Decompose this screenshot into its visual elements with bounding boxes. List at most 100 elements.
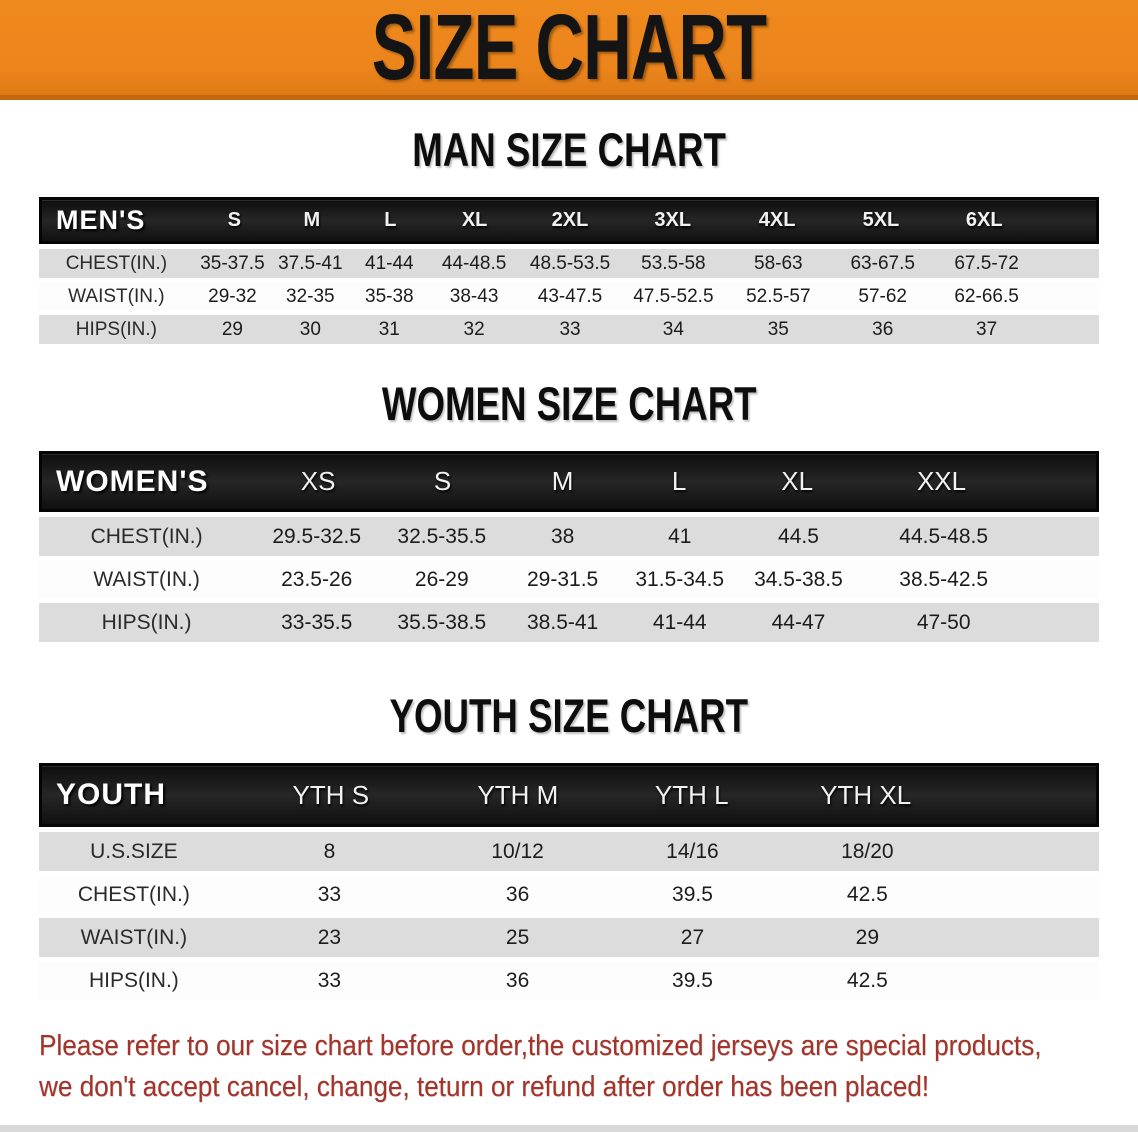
size-column-header: M [551, 466, 574, 496]
value-cell: 31 [378, 318, 400, 340]
row-label: WAIST(IN.) [80, 925, 188, 949]
value-cell: 52.5-57 [746, 285, 811, 307]
size-column-header: YTH S [292, 779, 370, 810]
value-cell: 47.5-52.5 [633, 285, 714, 307]
value-cell: 27 [680, 925, 705, 949]
size-column-header: YTH L [654, 779, 729, 810]
value-cell: 38-43 [449, 285, 499, 307]
value-cell: 33 [559, 318, 581, 340]
value-cell: 35-37.5 [200, 252, 265, 274]
size-column-header: M [303, 209, 321, 231]
size-column-header: YTH M [477, 779, 559, 810]
value-cell: 33-35.5 [281, 610, 353, 634]
value-cell: 62-66.5 [954, 285, 1019, 307]
size-column-header: YTH XL [820, 779, 912, 810]
table-row: HIPS(IN.) 33-35.5 35.5-38.5 38.5-41 41-44 44-… [39, 603, 1099, 646]
row-label: CHEST(IN.) [90, 524, 203, 548]
size-column-header: S [433, 466, 452, 496]
women-size-table: WOMEN'S XS S M L XL XXL CHEST(IN.) 29.5-32.5 32.5… [39, 451, 1099, 646]
section-women: WOMEN SIZE CHART WOMEN'S XS S M L XL XXL CHEST(… [0, 380, 1138, 646]
value-cell: 31.5-34.5 [635, 567, 725, 591]
value-cell: 23 [317, 925, 342, 949]
value-cell: 36 [505, 968, 530, 992]
value-cell: 48.5-53.5 [529, 252, 611, 274]
value-cell: 29 [855, 925, 880, 949]
value-cell: 36 [872, 318, 894, 340]
banner-title: SIZE CHART [371, 0, 767, 99]
women-section-heading-text: WOMEN SIZE CHART [381, 377, 757, 430]
men-section-heading-text: MAN SIZE CHART [412, 123, 726, 176]
table-header-label: YOUTH [56, 778, 166, 811]
banner: SIZE CHART [0, 0, 1138, 100]
table-header-label: WOMEN'S [56, 464, 209, 498]
value-cell: 35.5-38.5 [397, 610, 487, 634]
value-cell: 10/12 [491, 839, 544, 863]
table-row: U.S.SIZE 8 10/12 14/16 18/20 [39, 832, 1099, 875]
size-column-header: XXL [916, 466, 967, 496]
value-cell: 29-31.5 [527, 567, 599, 591]
value-cell: 33 [317, 968, 342, 992]
size-column-header: XL [461, 209, 488, 231]
value-cell: 47-50 [916, 610, 971, 634]
value-cell: 30 [299, 318, 321, 340]
value-cell: 35 [767, 318, 789, 340]
value-cell: 29 [221, 318, 243, 340]
table-row: WAIST(IN.) 29-32 32-35 35-38 38-43 43-47.5 47.… [39, 282, 1099, 315]
value-cell: 36 [505, 882, 530, 906]
value-cell: 8 [323, 839, 336, 863]
size-column-header: 2XL [551, 209, 589, 231]
size-column-header: XS [300, 466, 336, 496]
table-row: CHEST(IN.) 35-37.5 37.5-41 41-44 44-48.5 48.5… [39, 249, 1099, 282]
value-cell: 14/16 [666, 839, 719, 863]
row-label: HIPS(IN.) [101, 610, 192, 634]
value-cell: 42.5 [846, 882, 888, 906]
value-cell: 34.5-38.5 [754, 567, 843, 591]
disclaimer-line-1: Please refer to our size chart before or… [39, 1026, 1138, 1067]
table-row: CHEST(IN.) 29.5-32.5 32.5-35.5 38 41 44.5 44.5… [39, 517, 1099, 560]
women-section-heading: WOMEN SIZE CHART [0, 380, 1138, 427]
table-header-row: YOUTH YTH S YTH M YTH L YTH XL [39, 763, 1099, 827]
value-cell: 32 [463, 318, 485, 340]
men-size-table: MEN'S S M L XL 2XL 3XL 4XL 5XL 6XL CHEST(IN.) 35-37… [39, 197, 1099, 348]
disclaimer-line-2: we don't accept cancel, change, teturn o… [39, 1067, 1138, 1108]
value-cell: 29.5-32.5 [272, 524, 362, 548]
value-cell: 39.5 [672, 882, 713, 906]
row-label: HIPS(IN.) [88, 968, 179, 992]
value-cell: 38.5-41 [527, 610, 599, 634]
value-cell: 39.5 [672, 968, 713, 992]
value-cell: 38.5-42.5 [899, 567, 989, 591]
value-cell: 23.5-26 [281, 567, 353, 591]
youth-section-heading-text: YOUTH SIZE CHART [389, 689, 749, 742]
table-header-row: WOMEN'S XS S M L XL XXL [39, 451, 1099, 512]
value-cell: 37 [976, 318, 998, 340]
size-column-header: L [384, 209, 397, 231]
value-cell: 37.5-41 [278, 252, 343, 274]
size-column-header: 5XL [862, 209, 900, 231]
row-label: WAIST(IN.) [93, 567, 200, 591]
value-cell: 44.5 [778, 524, 819, 548]
value-cell: 58-63 [754, 252, 803, 274]
value-cell: 25 [505, 925, 530, 949]
value-cell: 32-35 [286, 285, 335, 307]
section-men: MAN SIZE CHART MEN'S S M L XL 2XL 3XL 4XL 5XL 6XL… [0, 126, 1138, 348]
disclaimer-line-1-text: Please refer to our size chart before or… [39, 1030, 1042, 1062]
value-cell: 44-47 [771, 610, 826, 634]
size-column-header: S [227, 209, 242, 231]
value-cell: 33 [317, 882, 342, 906]
table-row: HIPS(IN.) 29 30 31 32 33 34 35 36 37 [39, 315, 1099, 348]
value-cell: 42.5 [846, 968, 888, 992]
value-cell: 63-67.5 [850, 252, 915, 274]
row-label: CHEST(IN.) [65, 252, 168, 274]
value-cell: 43-47.5 [537, 285, 603, 307]
size-column-header: 6XL [965, 209, 1003, 231]
section-youth: YOUTH SIZE CHART YOUTH YTH S YTH M YTH L YTH… [0, 692, 1138, 1004]
men-section-heading: MAN SIZE CHART [0, 126, 1138, 173]
table-header-label: MEN'S [56, 205, 146, 235]
bottom-strip [0, 1125, 1138, 1132]
table-header-row: MEN'S S M L XL 2XL 3XL 4XL 5XL 6XL [39, 197, 1099, 244]
size-column-header: XL [781, 466, 814, 496]
value-cell: 44.5-48.5 [899, 524, 989, 548]
table-row: HIPS(IN.) 33 36 39.5 42.5 [39, 961, 1099, 1004]
size-column-header: 4XL [758, 209, 796, 231]
